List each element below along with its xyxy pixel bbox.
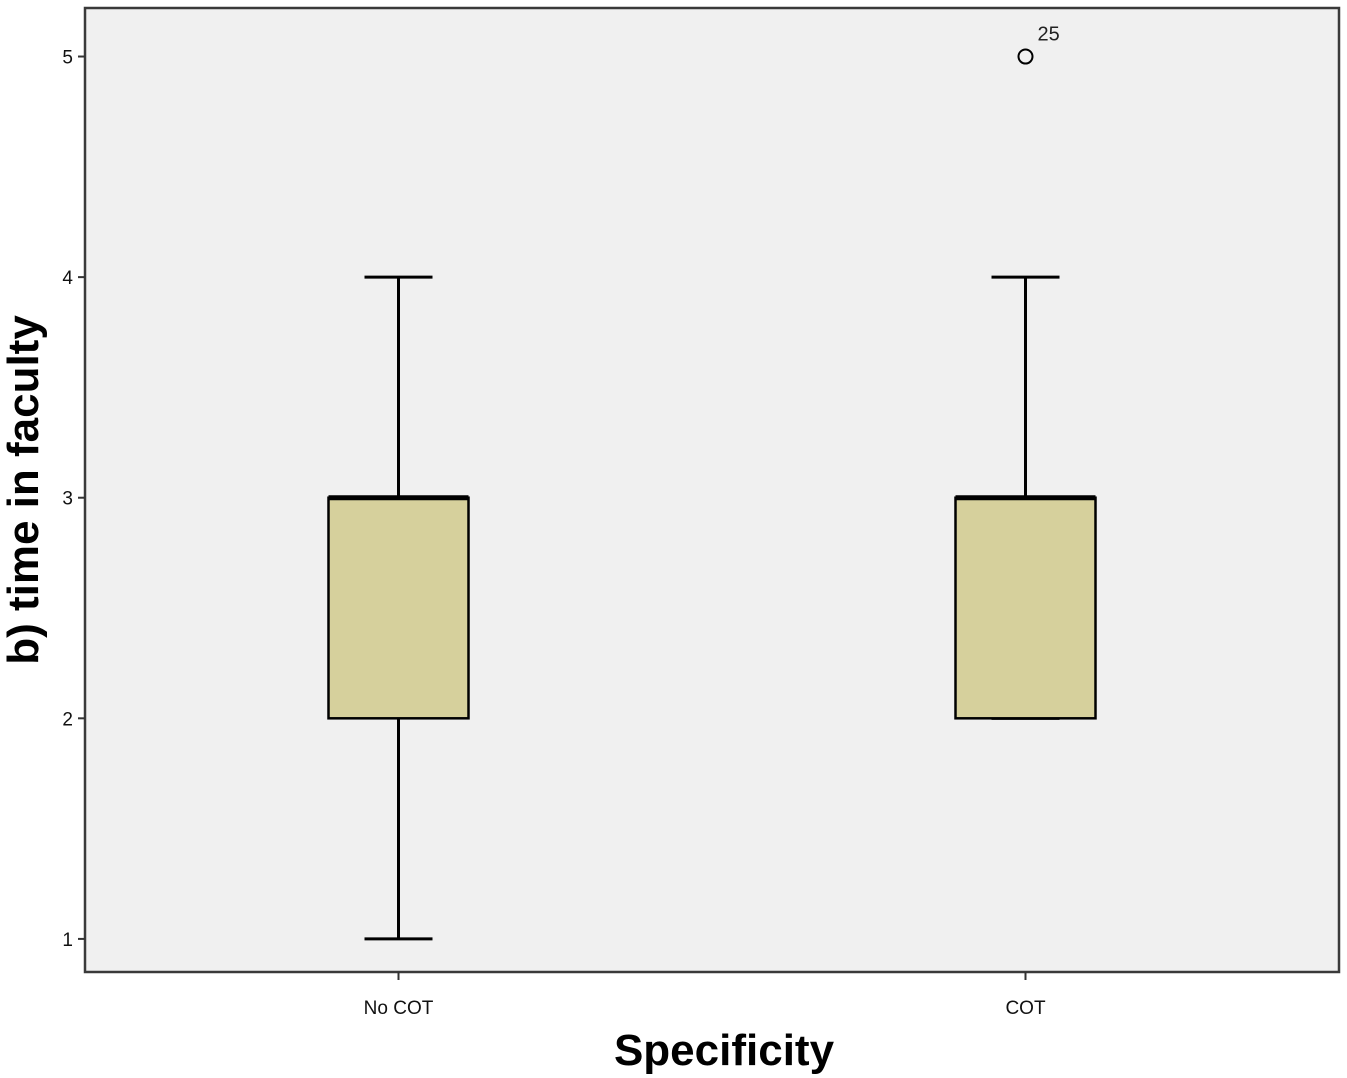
y-tick-label-5: 5 [62,48,73,69]
x-tick-label-cot: COT [1005,998,1046,1019]
y-tick-label-4: 4 [62,268,73,289]
outlier-label-25: 25 [1038,24,1060,46]
x-axis: No COT COT [364,972,1046,1019]
outlier-cot-25 [1017,48,1034,65]
x-tick-label-no-cot: No COT [364,998,434,1019]
plot-area [83,6,1341,974]
y-tick-label-2: 2 [62,709,73,730]
y-axis-title: b) time in faculty [0,315,48,665]
x-axis-title: Specificity [614,1026,835,1075]
y-tick-label-3: 3 [62,489,73,510]
box-no-cot [327,496,470,720]
y-tick-label-1: 1 [62,930,73,951]
y-axis: 1 2 3 4 5 [62,48,85,951]
box-cot [954,496,1097,720]
boxes: 25 [327,24,1097,941]
